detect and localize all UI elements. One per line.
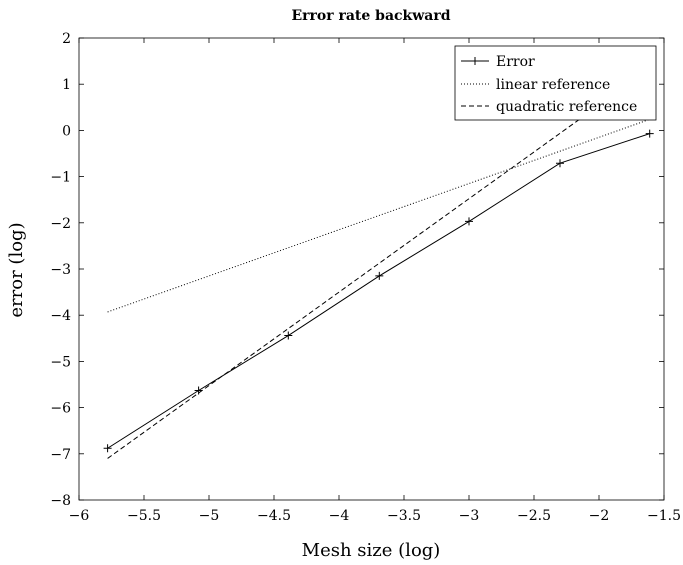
y-tick-label: 1 bbox=[62, 77, 71, 93]
y-tick-label: −6 bbox=[50, 401, 71, 417]
y-tick-label: −3 bbox=[50, 262, 71, 278]
y-tick-label: 0 bbox=[62, 123, 71, 139]
data-point-error bbox=[103, 444, 112, 453]
y-tick-label: −7 bbox=[50, 447, 71, 463]
legend-label-error: Error bbox=[496, 54, 535, 70]
legend-label-quadratic-reference: quadratic reference bbox=[496, 99, 637, 115]
y-tick-label: −4 bbox=[50, 308, 71, 324]
chart-title: Error rate backward bbox=[291, 8, 450, 24]
data-point-error bbox=[556, 159, 564, 168]
series-line-quadratic-reference bbox=[107, 118, 580, 459]
y-tick-label: −8 bbox=[50, 493, 71, 509]
legend-box bbox=[454, 45, 657, 121]
x-tick-label: −6 bbox=[69, 508, 90, 524]
x-tick-label: −4 bbox=[329, 508, 350, 524]
legend-item-quadratic-reference: quadratic reference bbox=[461, 99, 637, 115]
legend-label-linear-reference: linear reference bbox=[496, 77, 610, 93]
data-point-error bbox=[465, 217, 473, 226]
x-tick-label: −1.5 bbox=[647, 508, 681, 524]
legend-marker-error bbox=[471, 57, 479, 65]
x-tick-label: −3 bbox=[459, 508, 480, 524]
x-tick-label: −5.5 bbox=[127, 508, 161, 524]
plot-area: −6 −5.5 −5 −4.5 −4 −3.5 −3 −2.5 −2 −1.5 −8−7−6−5−… bbox=[50, 31, 681, 524]
legend-item-linear-reference: linear reference bbox=[461, 77, 610, 93]
y-tick-label: −2 bbox=[50, 216, 71, 232]
legend: Error linear reference quadratic referen… bbox=[454, 45, 657, 121]
x-axis-ticks: −6 −5.5 −5 −4.5 −4 −3.5 −3 −2.5 −2 −1.5 bbox=[69, 38, 681, 524]
x-axis-label: Mesh size (log) bbox=[302, 540, 441, 561]
x-tick-label: −2.5 bbox=[517, 508, 551, 524]
data-point-error bbox=[284, 331, 293, 340]
y-axis-ticks: −8 −7 −6 −5 −4 −3 −2 −1 0 1 2 bbox=[50, 31, 664, 509]
series-line-linear-reference bbox=[107, 118, 650, 313]
data-point-error bbox=[645, 129, 654, 138]
x-tick-label: −4.5 bbox=[257, 508, 291, 524]
series-layer bbox=[103, 118, 654, 459]
x-tick-label: −2 bbox=[589, 508, 610, 524]
y-tick-label: −5 bbox=[50, 354, 71, 370]
series-line-error bbox=[107, 133, 650, 449]
x-tick-label: −3.5 bbox=[387, 508, 421, 524]
legend-item-error: Error bbox=[461, 54, 535, 70]
y-tick-label: 2 bbox=[62, 31, 71, 47]
x-tick-label: −5 bbox=[199, 508, 220, 524]
y-tick-label: −1 bbox=[50, 170, 71, 186]
y-axis-label: error (log) bbox=[6, 222, 27, 317]
data-point-error bbox=[375, 271, 384, 280]
